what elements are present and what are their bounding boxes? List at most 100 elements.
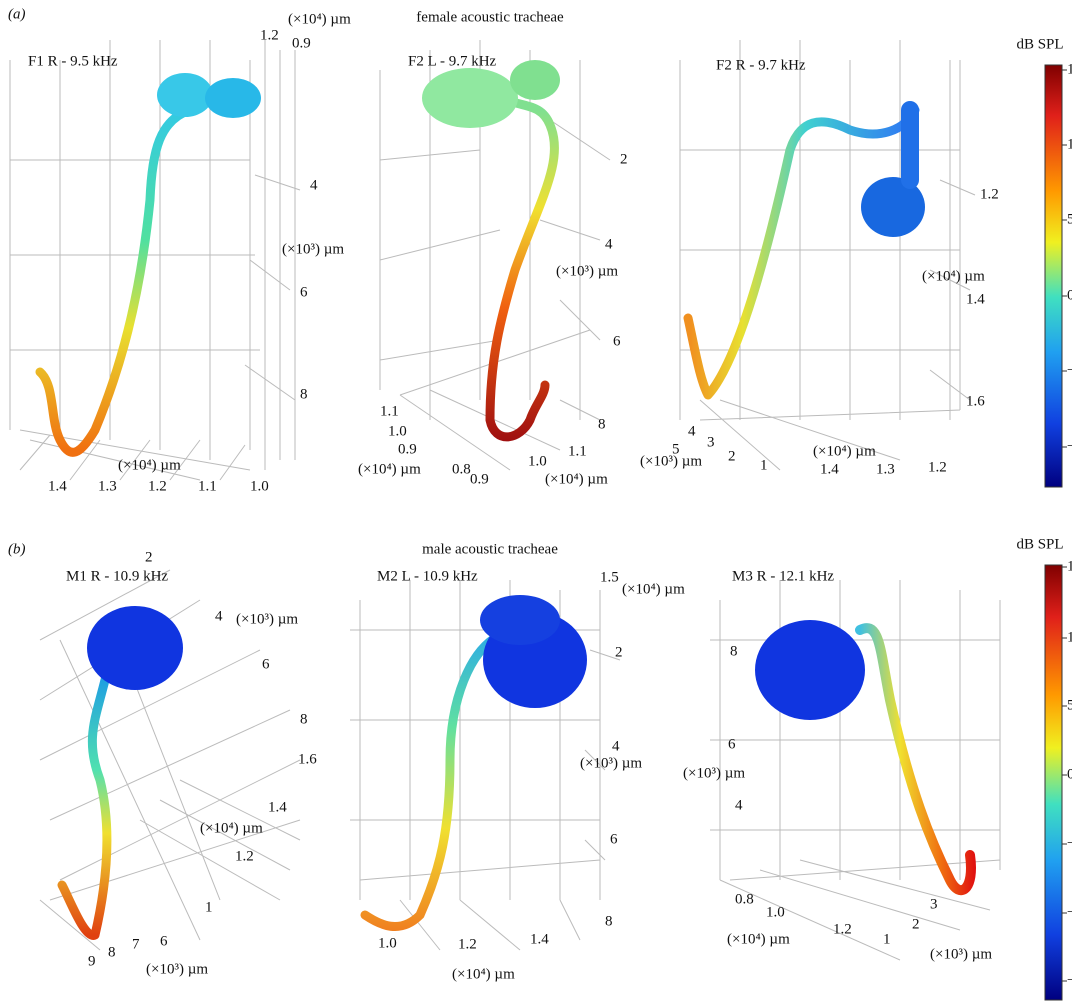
panel-title: male acoustic tracheae [422, 541, 558, 557]
axis-label: 0.9 [292, 35, 311, 51]
axis-label: 2 [728, 448, 736, 464]
bulla [755, 620, 865, 720]
axis-label: 1.4 [48, 478, 67, 494]
plot-title: M2 L - 10.9 kHz [377, 568, 478, 584]
axis-label: (×10⁴) µm [288, 11, 351, 27]
axis-label: 1.4 [966, 291, 985, 307]
axis-label: 1.4 [820, 461, 839, 477]
axis-label: 0.8 [452, 461, 471, 477]
axis-label: 1.4 [268, 799, 287, 815]
colorbar-tick-label: 0 [1067, 766, 1072, 782]
axis-label: 4 [215, 608, 223, 624]
figure: (a)female acoustic tracheaedB SPL151050−… [0, 0, 1072, 1008]
axis-label: 1.1 [568, 443, 587, 459]
colorbar-tick-label: 5 [1067, 697, 1072, 713]
axis-label: 2 [912, 916, 920, 932]
axis-label: 6 [262, 656, 270, 672]
axis-label: 1.0 [388, 423, 407, 439]
plot-title: F2 L - 9.7 kHz [408, 53, 497, 69]
axis-label: 8 [598, 416, 606, 432]
axis-label: (×10³) µm [236, 611, 298, 627]
colorbar [1045, 65, 1062, 487]
axis-label: 8 [108, 944, 116, 960]
axis-label: 4 [310, 177, 318, 193]
axis-label: 1.0 [378, 935, 397, 951]
colorbar-tick-label: 0 [1067, 287, 1072, 303]
axis-label: (×10⁴) µm [118, 457, 181, 473]
axis-label: 1.2 [980, 186, 999, 202]
bulla [422, 68, 518, 128]
axis-label: 1.0 [528, 453, 547, 469]
axis-label: (×10³) µm [683, 765, 745, 781]
tracheae [40, 60, 971, 935]
axis-label: 8 [730, 643, 738, 659]
bulla [87, 606, 183, 690]
axis-label: 0.9 [470, 471, 489, 487]
axis-label: 0.8 [735, 891, 754, 907]
axis-label: 4 [688, 423, 696, 439]
colorbar-tick-label: 15 [1067, 558, 1072, 574]
axis-label: 2 [145, 549, 153, 565]
colorbar-tick-label: 10 [1067, 629, 1072, 645]
plot-title: M1 R - 10.9 kHz [66, 568, 168, 584]
axis-label: 8 [300, 386, 308, 402]
axis-label: 4 [735, 797, 743, 813]
bulla [510, 60, 560, 100]
axis-label: (×10³) µm [556, 263, 618, 279]
axis-label: 3 [707, 434, 715, 450]
axis-label: (×10⁴) µm [358, 461, 421, 477]
axis-label: 7 [132, 936, 140, 952]
panel-label: (b) [8, 541, 26, 557]
axis-label: 1.1 [380, 403, 399, 419]
axis-label: 4 [612, 738, 620, 754]
axis-label: (×10³) µm [282, 241, 344, 257]
axis-label: 8 [605, 913, 613, 929]
axis-label: (×10³) µm [930, 946, 992, 962]
axis-label: 6 [300, 284, 308, 300]
plot-title: F2 R - 9.7 kHz [716, 57, 806, 73]
axis-label: 6 [610, 831, 618, 847]
bulla [480, 595, 560, 645]
plot-title: M3 R - 12.1 kHz [732, 568, 834, 584]
axis-label: 2 [615, 644, 623, 660]
axis-label: 2 [620, 151, 628, 167]
colorbar-tick-label: 5 [1067, 211, 1072, 227]
axis-label: 9 [88, 953, 96, 969]
axis-label: 1.4 [530, 931, 549, 947]
axis-label: 1.2 [260, 27, 279, 43]
axis-label: 1 [883, 931, 891, 947]
axis-label: 6 [160, 933, 168, 949]
colorbar-tick-label: −15 [1067, 972, 1072, 988]
axis-label: 1 [205, 899, 213, 915]
axis-label: (×10⁴) µm [545, 471, 608, 487]
axis-label: 1.6 [966, 393, 985, 409]
axis-label: 1.2 [928, 459, 947, 475]
axis-label: (×10⁴) µm [813, 443, 876, 459]
axis-label: (×10⁴) µm [452, 966, 515, 982]
plot-title: F1 R - 9.5 kHz [28, 53, 118, 69]
axis-label: (×10⁴) µm [622, 581, 685, 597]
axis-label: 1.2 [148, 478, 167, 494]
colorbar [1045, 565, 1062, 1000]
colorbar-tick-label: −5 [1067, 362, 1072, 378]
colorbar-title: dB SPL [1016, 536, 1063, 552]
axis-label: (×10³) µm [146, 961, 208, 977]
bulla [157, 73, 213, 117]
axis-label: 6 [728, 736, 736, 752]
axis-label: 6 [613, 333, 621, 349]
axis-label: 1.1 [198, 478, 217, 494]
axis-label: 1.6 [298, 751, 317, 767]
axis-label: 1.2 [235, 848, 254, 864]
colorbar-tick-label: −5 [1067, 835, 1072, 851]
axis-label: 0.9 [398, 441, 417, 457]
axis-label: 1 [760, 457, 768, 473]
bulla [205, 78, 261, 118]
axis-label: 1.2 [833, 921, 852, 937]
colorbar-tick-label: −10 [1067, 438, 1072, 454]
axis-label: 1.5 [600, 569, 619, 585]
axis-label: (×10³) µm [580, 755, 642, 771]
axis-label: 1.3 [98, 478, 117, 494]
axis-label: 1.0 [766, 904, 785, 920]
axis-label: 1.3 [876, 461, 895, 477]
axis-label: (×10⁴) µm [727, 931, 790, 947]
